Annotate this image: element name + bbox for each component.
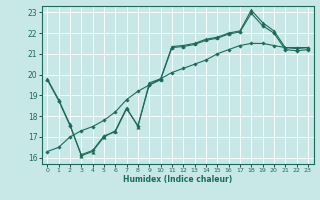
X-axis label: Humidex (Indice chaleur): Humidex (Indice chaleur) <box>123 175 232 184</box>
